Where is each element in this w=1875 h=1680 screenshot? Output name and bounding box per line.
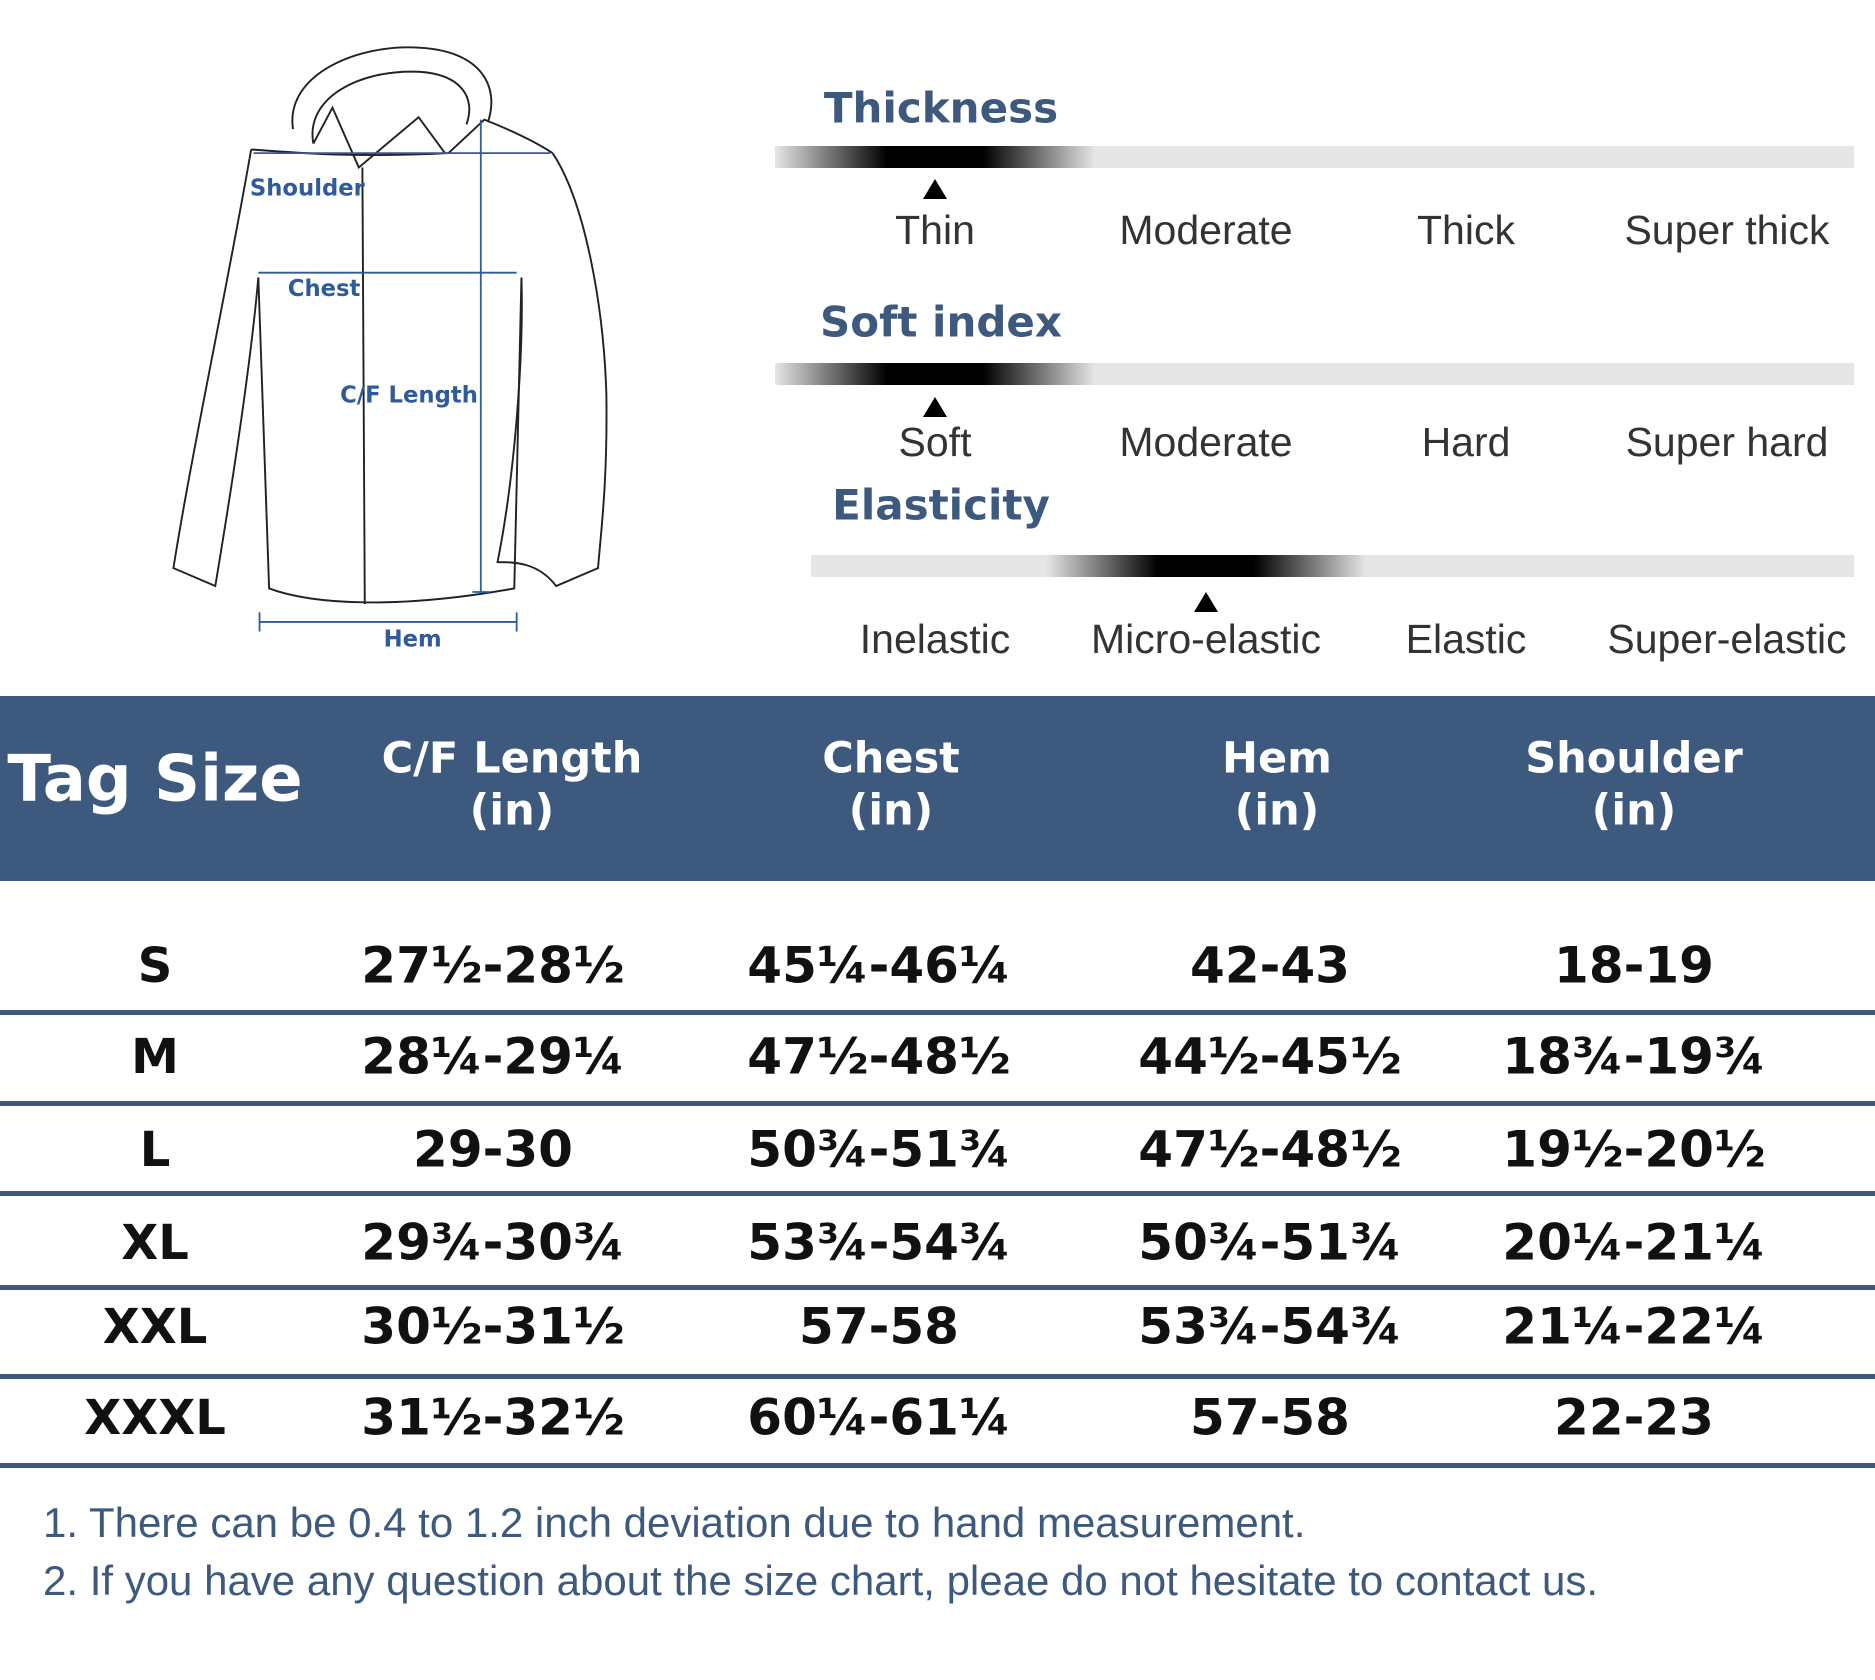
scale-option: Thick bbox=[1417, 207, 1515, 253]
scale-selection bbox=[775, 146, 1095, 168]
scale-option: Moderate bbox=[1119, 207, 1292, 253]
scale-marker bbox=[1194, 592, 1218, 612]
table-cell: 53¾-54¾ bbox=[747, 1214, 1010, 1272]
table-cell: 29¾-30¾ bbox=[361, 1214, 624, 1272]
table-header: Chest bbox=[822, 734, 959, 784]
table-cell: 50¾-51¾ bbox=[747, 1121, 1010, 1179]
table-cell: 28¼-29¼ bbox=[361, 1028, 624, 1086]
scale-option: Thin bbox=[895, 207, 975, 253]
table-cell: 19½-20½ bbox=[1502, 1121, 1765, 1179]
measure-label: Chest bbox=[288, 276, 361, 302]
table-cell: 31½-32½ bbox=[361, 1389, 624, 1447]
note: 2. If you have any question about the si… bbox=[43, 1557, 1598, 1604]
table-cell: 45¼-46¼ bbox=[747, 937, 1010, 995]
measure-label: C/F Length bbox=[340, 382, 478, 408]
measure-label: Shoulder bbox=[250, 175, 366, 201]
scale-title: Soft index bbox=[820, 298, 1062, 347]
jacket-diagram: Shoulder Chest C/F Length Hem bbox=[172, 46, 608, 652]
scale-option: Elastic bbox=[1406, 616, 1527, 662]
scale-option: Micro-elastic bbox=[1091, 616, 1321, 662]
table-cell: XXXL bbox=[84, 1390, 226, 1446]
table-header: C/F Length bbox=[382, 734, 643, 784]
scale-option: Moderate bbox=[1119, 419, 1292, 465]
table-cell: S bbox=[138, 938, 173, 994]
table-cell: M bbox=[131, 1029, 179, 1085]
row-divider bbox=[0, 1463, 1875, 1468]
table-cell: 42-43 bbox=[1190, 937, 1350, 995]
table-cell: 22-23 bbox=[1554, 1389, 1714, 1447]
table-cell: 44½-45½ bbox=[1138, 1028, 1401, 1086]
table-cell: 29-30 bbox=[413, 1121, 573, 1179]
table-header: Shoulder bbox=[1525, 734, 1743, 784]
table-cell: 18¾-19¾ bbox=[1502, 1028, 1765, 1086]
table-cell: 47½-48½ bbox=[1138, 1121, 1401, 1179]
measure-label: Hem bbox=[384, 626, 442, 652]
note: 1. There can be 0.4 to 1.2 inch deviatio… bbox=[43, 1499, 1305, 1546]
table-cell: 20¼-21¼ bbox=[1502, 1214, 1765, 1272]
scale-title: Thickness bbox=[824, 84, 1058, 133]
scale-option: Super hard bbox=[1626, 419, 1829, 465]
row-divider bbox=[0, 1191, 1875, 1196]
table-header: Tag Size bbox=[7, 743, 302, 817]
scale-selection bbox=[1046, 555, 1366, 577]
table-header: (in) bbox=[1235, 786, 1320, 836]
table-cell: L bbox=[140, 1122, 171, 1178]
scale-option: Hard bbox=[1422, 419, 1511, 465]
table-cell: XXL bbox=[103, 1299, 208, 1355]
table-header: (in) bbox=[849, 786, 934, 836]
table-header-band bbox=[0, 696, 1875, 881]
table-header: (in) bbox=[1592, 786, 1677, 836]
table-header: Hem bbox=[1222, 734, 1332, 784]
table-cell: 53¾-54¾ bbox=[1138, 1298, 1401, 1356]
row-divider bbox=[0, 1010, 1875, 1015]
table-cell: 60¼-61¼ bbox=[747, 1389, 1010, 1447]
table-cell: 21¼-22¼ bbox=[1502, 1298, 1765, 1356]
row-divider bbox=[0, 1374, 1875, 1379]
scale-selection bbox=[775, 363, 1095, 385]
scale-title: Elasticity bbox=[832, 481, 1050, 530]
scale-option: Soft bbox=[899, 419, 973, 465]
table-header: (in) bbox=[470, 786, 555, 836]
table-cell: 50¾-51¾ bbox=[1138, 1214, 1401, 1272]
scale-marker bbox=[923, 397, 947, 417]
table-cell: 47½-48½ bbox=[747, 1028, 1010, 1086]
scale-marker bbox=[923, 179, 947, 199]
row-divider bbox=[0, 1285, 1875, 1290]
table-cell: XL bbox=[121, 1215, 189, 1271]
scale-option: Super thick bbox=[1624, 207, 1830, 253]
row-divider bbox=[0, 1101, 1875, 1106]
table-cell: 30½-31½ bbox=[361, 1298, 624, 1356]
table-cell: 57-58 bbox=[799, 1298, 959, 1356]
scale-option: Inelastic bbox=[860, 616, 1010, 662]
table-cell: 27½-28½ bbox=[361, 937, 624, 995]
table-cell: 57-58 bbox=[1190, 1389, 1350, 1447]
scale-option: Super-elastic bbox=[1607, 616, 1846, 662]
table-cell: 18-19 bbox=[1554, 937, 1714, 995]
